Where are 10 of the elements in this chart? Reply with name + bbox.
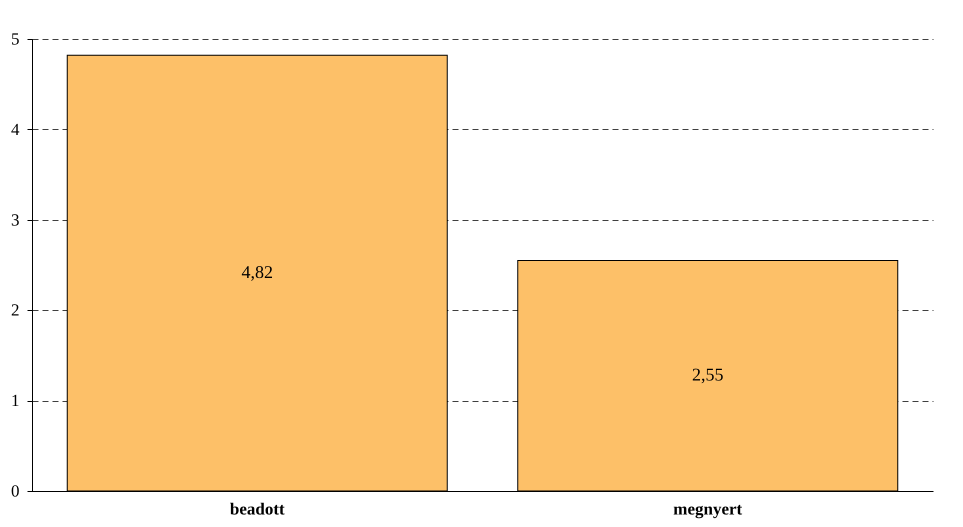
y-tick-label: 2 bbox=[11, 300, 20, 320]
y-tick-label: 5 bbox=[11, 30, 20, 48]
data-label: 2,55 bbox=[692, 364, 724, 385]
x-tick-label: megnyert bbox=[673, 500, 743, 518]
y-tick-label: 1 bbox=[11, 391, 20, 410]
data-label: 4,82 bbox=[242, 262, 273, 282]
y-tick-label: 3 bbox=[11, 210, 20, 230]
x-tick-label: beadott bbox=[230, 500, 285, 518]
y-tick-label: 4 bbox=[11, 120, 20, 139]
y-tick-label: 0 bbox=[11, 482, 20, 500]
